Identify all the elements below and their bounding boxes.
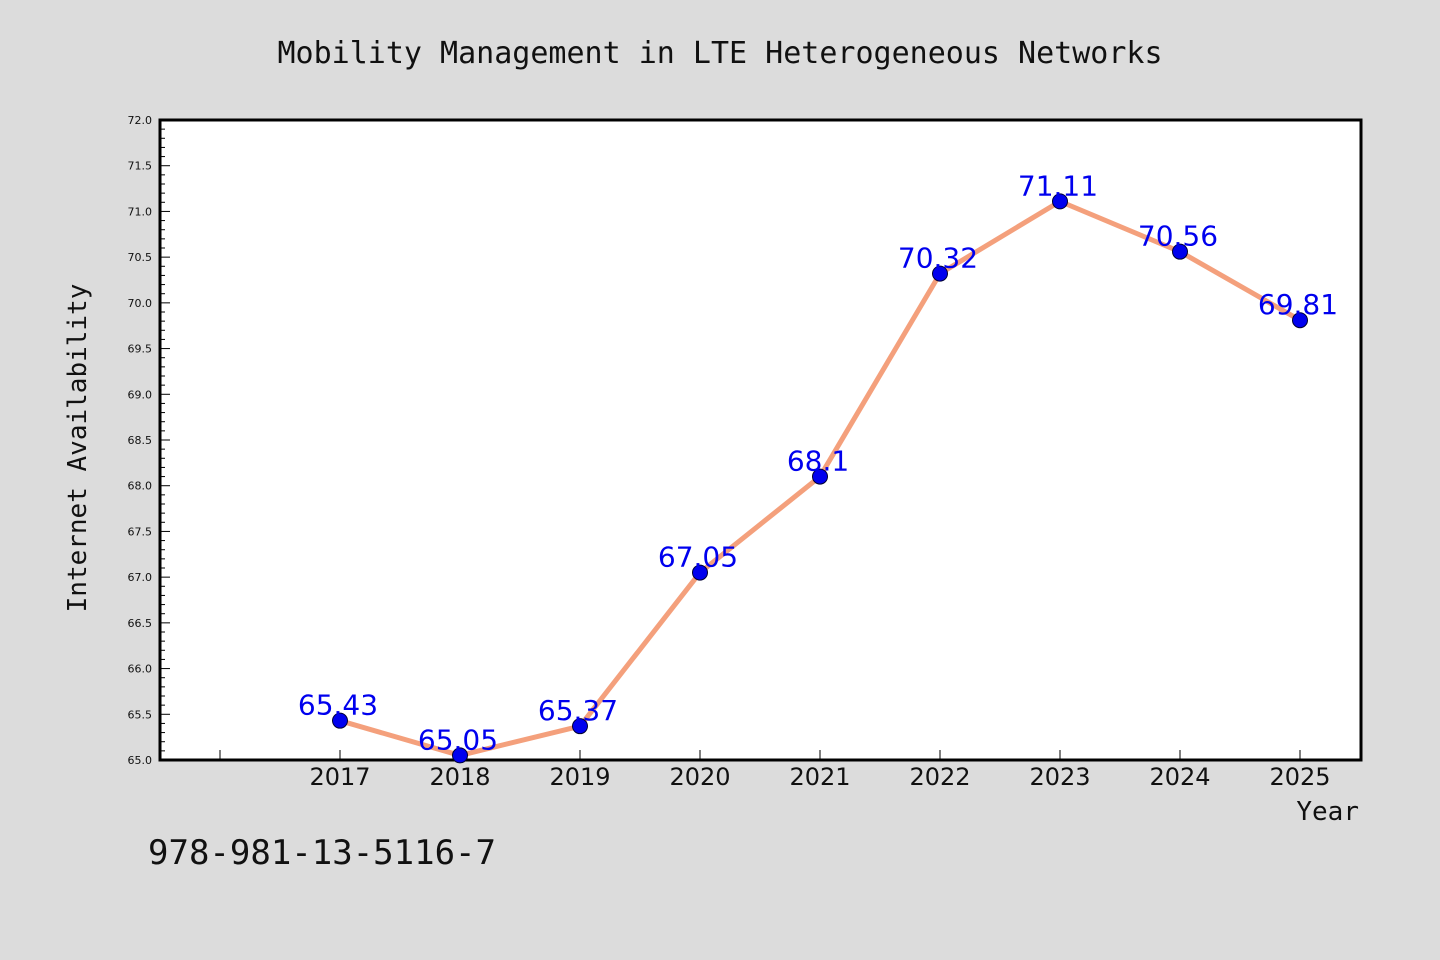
series-layer — [332, 193, 1308, 764]
x-tick-label: 2019 — [549, 763, 610, 791]
isbn-label: 978-981-13-5116-7 — [148, 833, 496, 873]
data-point-label: 65.37 — [538, 694, 618, 727]
x-tick-label: 2017 — [309, 763, 370, 791]
data-point-marker — [812, 468, 828, 485]
data-point-label: 70.32 — [898, 242, 978, 275]
y-tick-label: 65.0 — [128, 754, 153, 767]
y-tick-label: 68.5 — [128, 434, 153, 447]
y-tick-label: 72.0 — [128, 114, 153, 127]
x-axis-ticks: 2017 2018 2019 2020 2021 2022 2023 2024 2025 — [219, 750, 1331, 791]
x-tick-label: 2025 — [1269, 763, 1330, 791]
y-tick-label: 68.0 — [128, 480, 153, 493]
y-tick-label: 69.5 — [128, 343, 153, 356]
y-tick-label: 66.0 — [128, 663, 153, 676]
y-tick-label: 69.0 — [128, 388, 153, 401]
data-point-marker — [1052, 193, 1068, 210]
data-point-marker — [452, 747, 468, 764]
data-point-label: 69.81 — [1258, 288, 1338, 321]
data-labels-layer: 65.43 65.05 65.37 67.05 68.1 70.32 71.11 70.56 6… — [298, 169, 1338, 756]
x-tick-label: 2018 — [429, 763, 490, 791]
data-point-marker — [572, 718, 588, 735]
x-tick-label: 2021 — [789, 763, 850, 791]
y-tick-label: 71.5 — [128, 160, 153, 173]
y-tick-label: 67.0 — [128, 571, 153, 584]
data-point-marker — [1172, 243, 1188, 260]
y-tick-label: 70.0 — [128, 297, 153, 310]
data-point-label: 68.1 — [787, 445, 849, 478]
data-point-label: 65.43 — [298, 689, 378, 722]
data-point-label: 67.05 — [658, 541, 738, 574]
y-tick-label: 70.5 — [128, 251, 153, 264]
data-point-marker — [1292, 312, 1308, 329]
y-tick-label: 71.0 — [128, 205, 153, 218]
x-tick-label: 2022 — [909, 763, 970, 791]
y-tick-label: 65.5 — [128, 708, 153, 721]
data-point-label: 70.56 — [1138, 220, 1218, 253]
y-tick-label: 66.5 — [128, 617, 153, 630]
data-point-marker — [692, 564, 708, 581]
x-axis-title: Year — [1296, 797, 1359, 827]
y-axis-ticks: 65.0 65.5 66.0 66.5 67.0 67.5 68.0 68.5 69.0 69.5… — [128, 114, 170, 767]
data-point-marker — [932, 265, 948, 282]
data-point-label: 65.05 — [418, 723, 498, 756]
x-tick-label: 2024 — [1149, 763, 1210, 791]
x-tick-label: 2020 — [669, 763, 730, 791]
y-tick-label: 67.5 — [128, 525, 153, 538]
y-axis-title: Internet Availability — [63, 284, 93, 613]
plot-area — [158, 118, 1363, 762]
x-tick-label: 2023 — [1029, 763, 1090, 791]
chart-title: Mobility Management in LTE Heterogeneous… — [277, 36, 1162, 71]
data-point-marker — [332, 712, 348, 729]
data-point-label: 71.11 — [1018, 169, 1098, 202]
